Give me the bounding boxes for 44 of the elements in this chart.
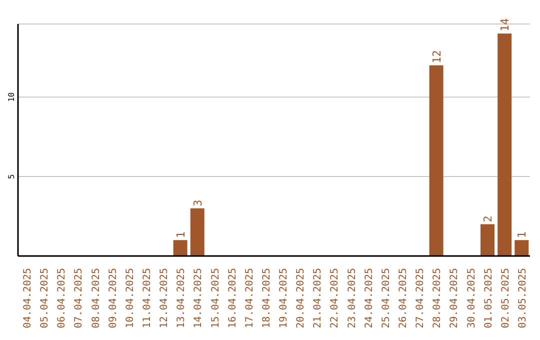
data-label: 3 <box>191 200 204 206</box>
bar <box>190 208 204 256</box>
x-tick-label: 25.04.2025 <box>380 268 392 328</box>
x-tick-label: 01.05.2025 <box>483 268 494 328</box>
x-tick-label: 21.04.2025 <box>312 268 324 328</box>
x-tick-label: 07.04.2025 <box>74 268 85 328</box>
x-tick-label: 22.04.2025 <box>330 268 341 328</box>
x-tick-label: 06.04.2025 <box>56 268 68 328</box>
bar <box>480 224 495 256</box>
x-tick-label: 15.04.2025 <box>210 268 222 328</box>
x-tick-label: 05.04.2025 <box>40 268 51 328</box>
x-tick-label: 19.04.2025 <box>278 268 290 328</box>
data-label: 1 <box>516 231 529 238</box>
x-tick-label: 13.04.2025 <box>176 268 188 328</box>
x-tick-label: 26.04.2025 <box>398 268 409 328</box>
x-tick-label: 02.05.2025 <box>500 268 512 328</box>
x-tick-label: 03.05.2025 <box>517 268 528 328</box>
x-tick-label: 20.04.2025 <box>296 268 307 328</box>
x-tick-label: 29.04.2025 <box>449 268 460 328</box>
x-tick-label: 14.04.2025 <box>193 268 204 328</box>
x-tick-label: 24.04.2025 <box>364 268 375 328</box>
bar <box>429 65 444 256</box>
x-tick-label: 12.04.2025 <box>159 268 170 328</box>
x-tick-label: 27.04.2025 <box>415 268 426 328</box>
data-label: 2 <box>482 216 495 222</box>
y-tick-label: 5 <box>7 174 16 179</box>
x-tick-label: 18.04.2025 <box>261 268 272 328</box>
bar <box>498 34 512 256</box>
x-tick-label: 16.04.2025 <box>227 268 238 328</box>
x-tick-label: 17.04.2025 <box>244 268 256 328</box>
x-tick-label: 30.04.2025 <box>466 268 478 328</box>
x-tick-label: 23.04.2025 <box>346 268 358 328</box>
x-tick-label: 28.04.2025 <box>432 268 444 328</box>
x-tick-label: 04.04.2025 <box>22 268 34 328</box>
bar <box>514 240 529 256</box>
y-tick-label: 10 <box>7 92 16 102</box>
data-label: 1 <box>174 231 188 238</box>
data-label: 12 <box>430 50 444 64</box>
x-tick-label: 11.04.2025 <box>142 268 153 328</box>
x-tick-label: 09.04.2025 <box>108 268 119 328</box>
data-label: 14 <box>498 18 512 32</box>
x-tick-label: 08.04.2025 <box>90 268 102 328</box>
x-tick-label: 10.04.2025 <box>124 268 136 328</box>
bar <box>173 240 188 256</box>
